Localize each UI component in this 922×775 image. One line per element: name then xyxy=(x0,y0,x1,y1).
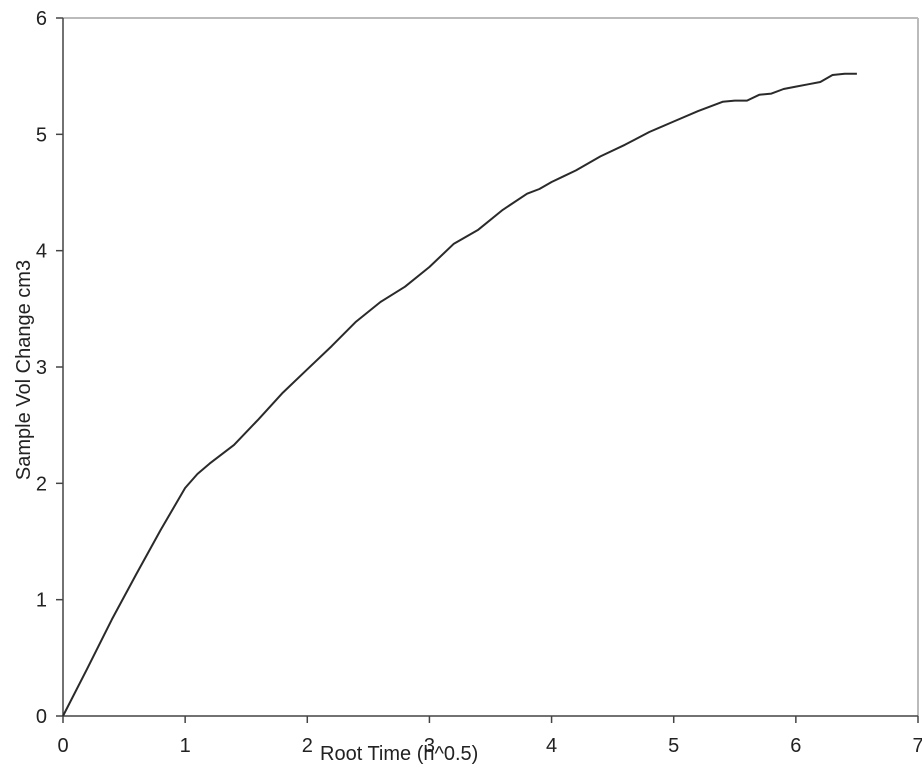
y-tick-label: 6 xyxy=(36,8,47,30)
x-tick-label: 4 xyxy=(546,735,557,757)
y-tick-label: 0 xyxy=(36,706,47,728)
y-tick-label: 5 xyxy=(36,124,47,146)
x-tick-label: 3 xyxy=(424,735,435,757)
x-tick-label: 0 xyxy=(57,735,68,757)
y-tick-label: 4 xyxy=(36,241,47,263)
y-tick-label: 1 xyxy=(36,590,47,612)
x-axis-title: Root Time (h^0.5) xyxy=(320,743,478,765)
x-tick-label: 6 xyxy=(790,735,801,757)
y-tick-label: 2 xyxy=(36,473,47,495)
x-tick-label: 7 xyxy=(912,735,922,757)
series-line xyxy=(62,72,857,717)
y-tick-label: 3 xyxy=(36,357,47,379)
x-tick-label: 2 xyxy=(302,735,313,757)
x-tick-label: 1 xyxy=(180,735,191,757)
x-tick-label: 5 xyxy=(668,735,679,757)
y-axis-title: Sample Vol Change cm3 xyxy=(13,260,35,480)
